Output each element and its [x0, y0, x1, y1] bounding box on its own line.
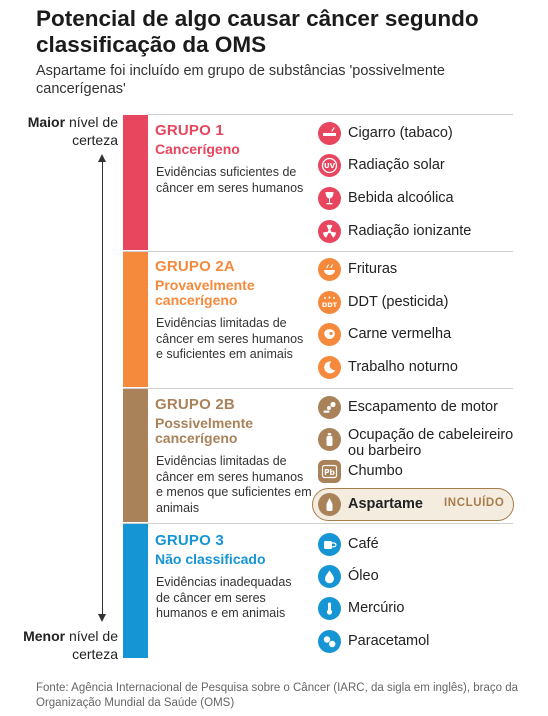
list-item: Frituras — [318, 257, 397, 281]
aspartame-icon — [318, 492, 341, 516]
item-label: Trabalho noturno — [348, 358, 458, 375]
item-label: Escapamento de motor — [348, 398, 498, 415]
exhaust-icon — [318, 395, 341, 419]
source-note: Fonte: Agência Internacional de Pesquisa… — [36, 682, 518, 709]
item-label: Mercúrio — [348, 599, 405, 616]
item-label: Frituras — [348, 260, 398, 277]
list-item: Ocupação de cabeleireiro ou barbeiro — [318, 427, 523, 461]
list-item: Café — [318, 532, 379, 556]
scale-bottom-bold: Menor — [23, 628, 66, 644]
group-divider — [123, 388, 513, 389]
list-item: Radiação ionizante — [318, 219, 471, 243]
scale-bottom-label: Menor nível de certeza — [18, 627, 118, 663]
list-item: Paracetamol — [318, 629, 429, 653]
item-label: Radiação solar — [348, 156, 445, 173]
group2b-title: GRUPO 2B — [155, 396, 235, 413]
lead-icon-text: Pb — [324, 467, 335, 476]
list-item: Carne vermelha — [318, 322, 451, 346]
group3-title: GRUPO 3 — [155, 532, 224, 549]
list-item: UV Radiação solar — [318, 153, 445, 177]
list-item: Trabalho noturno — [318, 355, 458, 379]
cigarette-icon — [318, 121, 341, 145]
pesticide-icon: DDT — [318, 290, 341, 314]
group1-bar — [123, 115, 148, 250]
pills-icon — [318, 629, 341, 653]
list-item: Cigarro (tabaco) — [318, 121, 453, 145]
scale-bottom-rest: nível de certeza — [65, 628, 118, 662]
red-meat-icon — [318, 322, 341, 346]
group3-bar — [123, 524, 148, 658]
fried-food-icon — [318, 257, 341, 281]
thermometer-icon — [318, 596, 341, 620]
item-label: Carne vermelha — [348, 325, 452, 342]
list-item: Bebida alcoólica — [318, 186, 454, 210]
page-subtitle: Aspartame foi incluído em grupo de subst… — [36, 63, 445, 97]
item-label: Cigarro (tabaco) — [348, 124, 453, 141]
arrow-up-icon — [98, 154, 106, 162]
list-item: Escapamento de motor — [318, 395, 498, 419]
top-divider — [148, 114, 513, 115]
arrow-down-icon — [98, 614, 106, 622]
item-label: Óleo — [348, 567, 379, 584]
group1-description: Evidências suficientes de câncer em sere… — [156, 165, 304, 195]
group2a-bar — [123, 252, 148, 387]
group-divider — [123, 523, 513, 524]
lead-icon: Pb — [318, 459, 341, 483]
item-label: Ocupação de cabeleireiro ou barbeiro — [348, 427, 514, 459]
included-badge: INCLUÍDO — [444, 497, 505, 509]
item-label: DDT (pesticida) — [348, 293, 449, 310]
oil-drop-icon — [318, 564, 341, 588]
list-item: Óleo — [318, 564, 379, 588]
group3-description: Evidências inadequadas de câncer em sere… — [156, 575, 292, 620]
group2b-subtitle: Possivelmente cancerígeno — [155, 415, 254, 446]
scale-top-rest: nível de certeza — [65, 114, 118, 148]
group2b-bar — [123, 389, 148, 522]
group1-title: GRUPO 1 — [155, 122, 224, 139]
item-label: Bebida alcoólica — [348, 189, 454, 206]
list-item: Mercúrio — [318, 596, 404, 620]
wine-glass-icon — [318, 186, 341, 210]
group3-subtitle: Não classificado — [155, 551, 266, 567]
list-item: Pb Chumbo — [318, 459, 403, 483]
aspartame-highlight — [312, 488, 514, 521]
item-label: Chumbo — [348, 462, 403, 479]
scale-top-bold: Maior — [27, 114, 66, 130]
coffee-icon — [318, 532, 341, 556]
scale-top-label: Maior nível de certeza — [18, 113, 118, 149]
list-item: Aspartame — [318, 492, 423, 516]
certainty-axis — [102, 160, 103, 616]
group1-subtitle: Cancerígeno — [155, 141, 240, 157]
item-label: Radiação ionizante — [348, 222, 472, 239]
pesticide-icon-text: DDT — [322, 301, 338, 309]
list-item: DDT DDT (pesticida) — [318, 290, 448, 314]
page-title: Potencial de algo causar câncer segundo … — [36, 6, 479, 57]
group-divider — [123, 251, 513, 252]
radiation-icon — [318, 219, 341, 243]
item-label: Paracetamol — [348, 632, 430, 649]
item-label: Aspartame — [348, 495, 423, 512]
group2b-description: Evidências limitadas de câncer em seres … — [156, 454, 312, 515]
group2a-description: Evidências limitadas de câncer em seres … — [156, 316, 304, 361]
item-label: Café — [348, 535, 379, 552]
group2a-title: GRUPO 2A — [155, 258, 235, 275]
uv-icon-text: UV — [324, 162, 336, 170]
uv-icon: UV — [318, 153, 341, 177]
moon-icon — [318, 355, 341, 379]
group2a-subtitle: Provavelmente cancerígeno — [155, 277, 255, 308]
hair-dye-icon — [318, 428, 341, 451]
